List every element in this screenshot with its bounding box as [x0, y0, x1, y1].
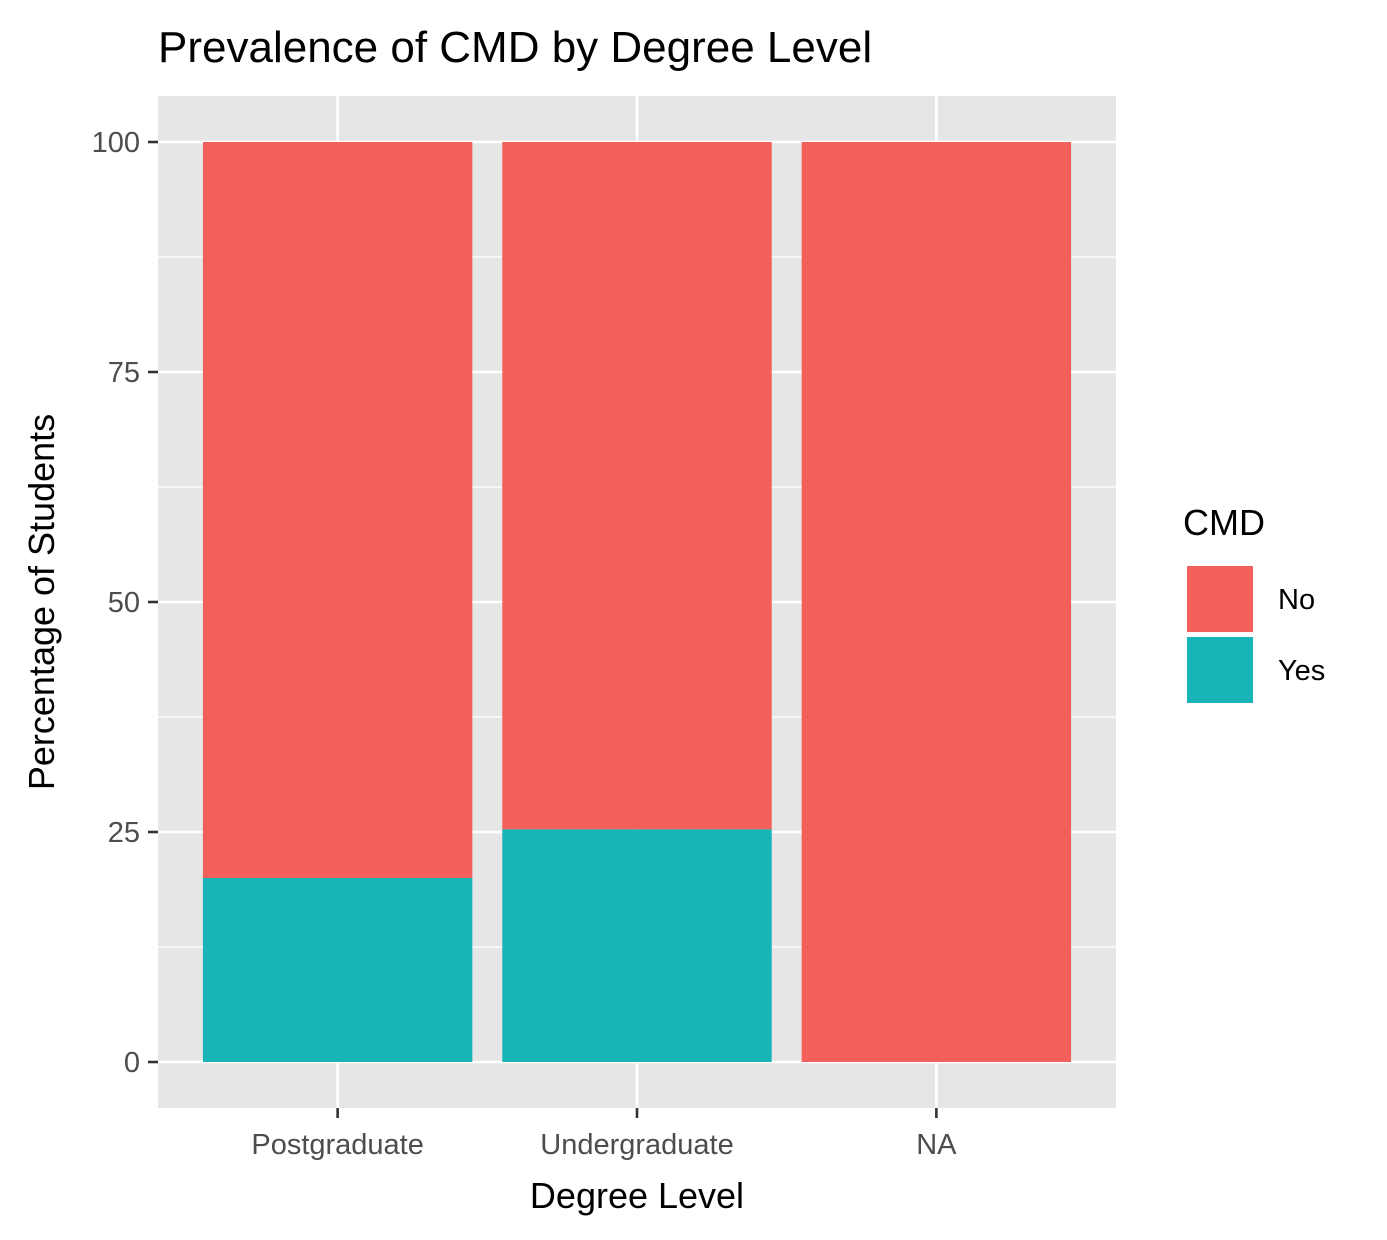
bar-na-no	[801, 142, 1072, 1062]
bar-undergraduate-no	[502, 142, 772, 830]
y-tick-label: 100	[92, 127, 140, 159]
x-tick-label: Undergraduate	[540, 1129, 733, 1161]
legend-label-no: No	[1278, 584, 1315, 616]
y-tick-label: 75	[108, 357, 140, 389]
legend-key-yes	[1185, 635, 1255, 705]
bar-undergraduate-yes	[502, 829, 772, 1062]
y-tick-label: 25	[108, 817, 140, 849]
x-tick-label: NA	[916, 1129, 957, 1161]
x-axis-title: Degree Level	[530, 1175, 744, 1216]
y-axis: 0 25 50 75 100	[92, 127, 158, 1079]
chart-title: Prevalence of CMD by Degree Level	[158, 23, 872, 72]
y-tick-label: 0	[124, 1047, 140, 1079]
legend-label-yes: Yes	[1278, 655, 1325, 687]
x-tick-label: Postgraduate	[251, 1129, 424, 1161]
legend-title: CMD	[1183, 502, 1265, 543]
legend-key-no	[1185, 564, 1255, 634]
bar-postgraduate-no	[202, 142, 473, 878]
bar-postgraduate-yes	[202, 878, 473, 1062]
x-axis: Postgraduate Undergraduate NA	[251, 1108, 957, 1161]
bars	[202, 142, 1072, 1062]
y-axis-title: Percentage of Students	[21, 414, 62, 790]
legend: CMD No Yes	[1183, 502, 1325, 705]
y-tick-label: 50	[108, 587, 140, 619]
